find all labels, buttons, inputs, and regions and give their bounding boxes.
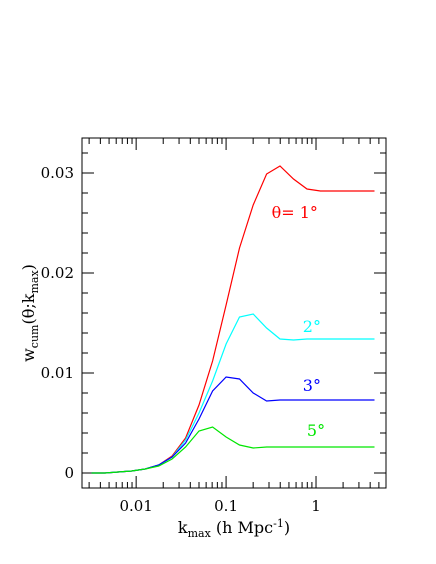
series-line <box>91 426 375 474</box>
x-tick-label: 0.1 <box>214 497 238 515</box>
ticks <box>82 138 387 488</box>
series-labels: θ= 1° 2° 3° 5° <box>272 203 326 440</box>
y-tick-label: 0.03 <box>41 164 74 182</box>
y-axis-label-sub2: max <box>28 270 41 294</box>
y-axis-label-main: w <box>19 348 38 362</box>
y-axis-label: wcum(θ;kmax) <box>19 264 41 362</box>
y-tick-label: 0.01 <box>41 364 74 382</box>
x-axis-label-main: k <box>178 518 188 537</box>
x-tick-label: 0.01 <box>119 497 152 515</box>
x-axis-label-close: ) <box>284 518 290 537</box>
x-axis-label-rest: (h Mpc <box>211 518 273 537</box>
x-axis-label-sub: max <box>188 527 212 540</box>
series-label: 5° <box>307 421 325 440</box>
series-line <box>91 376 375 474</box>
series-label: 3° <box>303 376 321 395</box>
y-axis-label-close: ) <box>19 264 38 270</box>
y-tick-label: 0 <box>64 464 74 482</box>
series-label: θ= 1° <box>272 203 318 222</box>
tick-labels: 0.01 0.1 1 0 0.01 0.02 0.03 <box>41 164 321 515</box>
y-tick-label: 0.02 <box>41 264 74 282</box>
y-axis-label-sub: cum <box>28 324 41 348</box>
y-axis-label-rest: (θ;k <box>19 293 38 324</box>
series-line <box>91 165 375 474</box>
series-line <box>91 313 375 474</box>
series-lines <box>91 165 375 474</box>
series-label: 2° <box>303 317 321 336</box>
x-tick-label: 1 <box>311 497 321 515</box>
x-axis-label: kmax (h Mpc-1) <box>178 517 290 540</box>
x-axis-label-sup: -1 <box>273 517 284 530</box>
